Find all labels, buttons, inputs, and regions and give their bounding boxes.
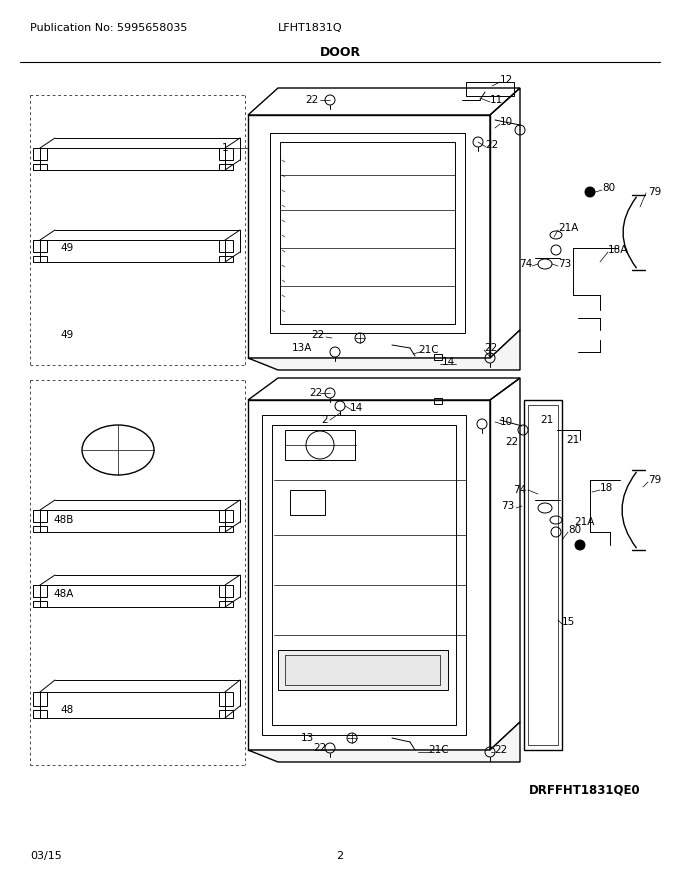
- Text: 80: 80: [602, 183, 615, 193]
- Text: 14: 14: [350, 403, 363, 413]
- Bar: [290, 490, 325, 515]
- Circle shape: [575, 540, 585, 550]
- Polygon shape: [248, 330, 520, 370]
- Text: 48B: 48B: [54, 515, 74, 525]
- Text: 22: 22: [505, 437, 518, 447]
- Text: 22: 22: [305, 95, 318, 105]
- Text: 74: 74: [513, 485, 526, 495]
- Bar: [219, 148, 233, 160]
- Text: 79: 79: [648, 187, 661, 197]
- Bar: [33, 526, 47, 532]
- Text: 22: 22: [311, 330, 325, 340]
- Bar: [278, 650, 448, 690]
- Text: 18A: 18A: [608, 245, 628, 255]
- Bar: [434, 398, 442, 404]
- Bar: [248, 400, 490, 750]
- Text: 48: 48: [61, 705, 74, 715]
- Text: 21C: 21C: [428, 745, 449, 755]
- Bar: [219, 256, 233, 262]
- Text: 10: 10: [500, 417, 513, 427]
- Bar: [33, 148, 47, 160]
- Text: 73: 73: [500, 501, 514, 511]
- Bar: [219, 601, 233, 607]
- Bar: [262, 415, 466, 735]
- Bar: [33, 710, 47, 718]
- Bar: [528, 405, 558, 745]
- Text: 49: 49: [61, 330, 74, 340]
- Bar: [219, 710, 233, 718]
- Text: 22: 22: [309, 388, 322, 398]
- Text: 2: 2: [322, 415, 328, 425]
- Bar: [219, 526, 233, 532]
- Text: DRFFHT1831QE0: DRFFHT1831QE0: [528, 783, 640, 796]
- Bar: [272, 425, 456, 725]
- Text: 22: 22: [494, 745, 507, 755]
- Text: 49: 49: [61, 243, 74, 253]
- Text: 74: 74: [519, 259, 532, 269]
- Text: 12: 12: [500, 75, 513, 85]
- Text: LFHT1831Q: LFHT1831Q: [277, 23, 342, 33]
- Bar: [219, 164, 233, 170]
- Text: 2: 2: [337, 851, 343, 861]
- Bar: [270, 133, 465, 333]
- Text: 48A: 48A: [54, 589, 74, 599]
- Text: 18: 18: [600, 483, 613, 493]
- Bar: [33, 164, 47, 170]
- Bar: [248, 115, 490, 358]
- Bar: [219, 240, 233, 252]
- Bar: [219, 692, 233, 706]
- Text: 10: 10: [500, 117, 513, 127]
- Text: 15: 15: [562, 617, 575, 627]
- Bar: [285, 430, 355, 460]
- Text: 03/15: 03/15: [30, 851, 62, 861]
- Text: 21A: 21A: [574, 517, 594, 527]
- Bar: [33, 692, 47, 706]
- Text: 14: 14: [442, 357, 455, 367]
- Bar: [219, 585, 233, 597]
- Text: 13: 13: [301, 733, 314, 743]
- Text: 73: 73: [558, 259, 571, 269]
- Text: 1: 1: [222, 143, 228, 153]
- Text: DOOR: DOOR: [320, 46, 360, 58]
- Bar: [219, 510, 233, 522]
- Bar: [33, 256, 47, 262]
- Text: Publication No: 5995658035: Publication No: 5995658035: [30, 23, 188, 33]
- Text: 21: 21: [540, 415, 554, 425]
- Bar: [285, 655, 440, 685]
- Bar: [434, 354, 442, 360]
- Text: 11: 11: [490, 95, 503, 105]
- Bar: [280, 142, 455, 324]
- Text: 21: 21: [566, 435, 579, 445]
- Circle shape: [585, 187, 595, 197]
- Text: 21C: 21C: [418, 345, 439, 355]
- Bar: [524, 400, 562, 750]
- Text: 13A: 13A: [292, 343, 312, 353]
- Bar: [466, 82, 514, 96]
- Text: 21A: 21A: [558, 223, 579, 233]
- Text: 22: 22: [484, 343, 497, 353]
- Text: 80: 80: [568, 525, 581, 535]
- Bar: [33, 601, 47, 607]
- Text: 22: 22: [313, 743, 326, 753]
- Text: 22: 22: [485, 140, 498, 150]
- Bar: [33, 585, 47, 597]
- Text: 79: 79: [648, 475, 661, 485]
- Bar: [33, 510, 47, 522]
- Polygon shape: [248, 722, 520, 762]
- Bar: [33, 240, 47, 252]
